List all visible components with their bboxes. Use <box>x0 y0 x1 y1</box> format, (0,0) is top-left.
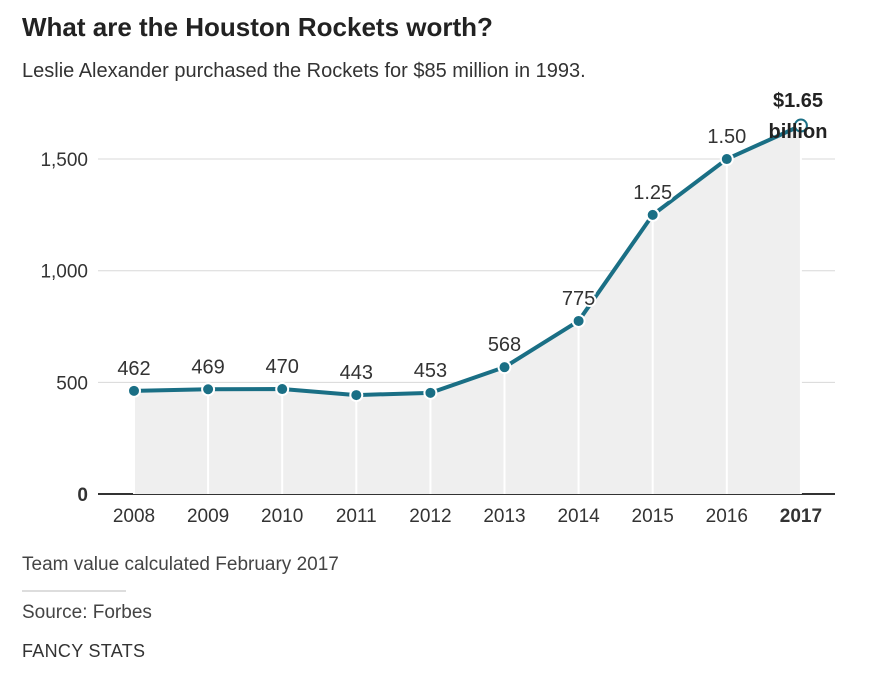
data-point <box>275 382 290 397</box>
y-tick-label: 500 <box>56 373 88 394</box>
data-label: 470 <box>266 356 299 378</box>
x-tick-label: 2013 <box>483 506 525 527</box>
data-point <box>645 207 660 222</box>
x-tick-label: 2009 <box>187 506 229 527</box>
x-tick-label: 2012 <box>409 506 451 527</box>
chart-subtitle: Leslie Alexander purchased the Rockets f… <box>22 60 586 82</box>
data-label: 775 <box>562 288 595 310</box>
data-label: 1.25 <box>633 182 672 204</box>
data-label: 1.50 <box>707 126 746 148</box>
y-tick-label: 1,500 <box>40 150 88 171</box>
data-point <box>201 382 216 397</box>
data-point <box>349 388 364 403</box>
x-tick-label: 2016 <box>706 506 748 527</box>
data-label: 443 <box>340 362 373 384</box>
credit-label: FANCY STATS <box>22 641 146 661</box>
data-point <box>793 118 808 133</box>
data-label-final-unit: billion <box>769 121 828 143</box>
footnote: Team value calculated February 2017 <box>22 554 339 575</box>
x-tick-label: 2015 <box>632 506 674 527</box>
data-point <box>719 152 734 167</box>
data-label: 453 <box>414 360 447 382</box>
source-note: Source: Forbes <box>22 602 152 623</box>
data-point <box>423 385 438 400</box>
data-label-final-value: $1.65 <box>773 90 823 112</box>
data-label: 469 <box>191 356 224 378</box>
x-tick-label: 2014 <box>557 506 600 527</box>
x-tick-label: 2010 <box>261 506 303 527</box>
series-line <box>132 123 803 398</box>
line-chart: 0 500 1,000 1,500 2008 2009 2010 2011 2012 2013 2… <box>40 90 835 527</box>
y-tick-label: 0 <box>77 485 88 506</box>
x-tick-label: 2008 <box>113 506 155 527</box>
x-tick-label: 2011 <box>336 506 377 527</box>
y-tick-label: 1,000 <box>40 262 88 283</box>
data-point <box>571 313 586 328</box>
data-label: 462 <box>117 358 150 380</box>
x-tick-label: 2017 <box>780 506 822 527</box>
data-label: 568 <box>488 334 521 356</box>
data-point <box>127 383 141 398</box>
chart-title: What are the Houston Rockets worth? <box>22 12 493 42</box>
data-point <box>497 360 512 375</box>
footnote-divider <box>22 590 126 592</box>
area-fill <box>134 125 801 495</box>
